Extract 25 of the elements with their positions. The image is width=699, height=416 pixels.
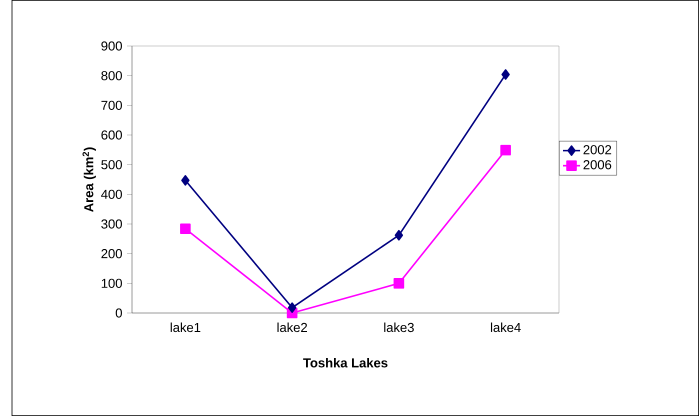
y-tick-label: 300 (101, 219, 122, 229)
legend-label: 2002 (584, 145, 612, 154)
point (288, 302, 296, 313)
y-tick-label: 500 (101, 160, 122, 170)
y-axis-title: Area (km$^{2}$) (82, 147, 96, 212)
point (394, 278, 404, 289)
x-tick-label: lake1 (170, 322, 200, 332)
x-axis-title: Toshka Lakes (303, 358, 388, 368)
x-tick-label: lake3 (384, 322, 414, 332)
y-tick-label: 700 (101, 100, 122, 110)
point (501, 69, 510, 80)
x-tick-label: lake4 (490, 322, 521, 332)
y-tick-label: 100 (102, 278, 122, 288)
y-tick-label: 0 (116, 308, 122, 318)
y-tick-label: 900 (101, 41, 122, 51)
point (394, 230, 404, 241)
y-tick-label: 200 (101, 249, 122, 258)
legend-label: 2006 (584, 160, 612, 170)
y-tick-label: 800 (101, 71, 122, 80)
y-tick-label: 600 (101, 130, 122, 140)
x-tick-label: lake2 (277, 322, 307, 332)
y-tick-label: 400 (101, 190, 122, 199)
point (181, 175, 190, 186)
point (180, 223, 191, 234)
point (500, 144, 511, 156)
